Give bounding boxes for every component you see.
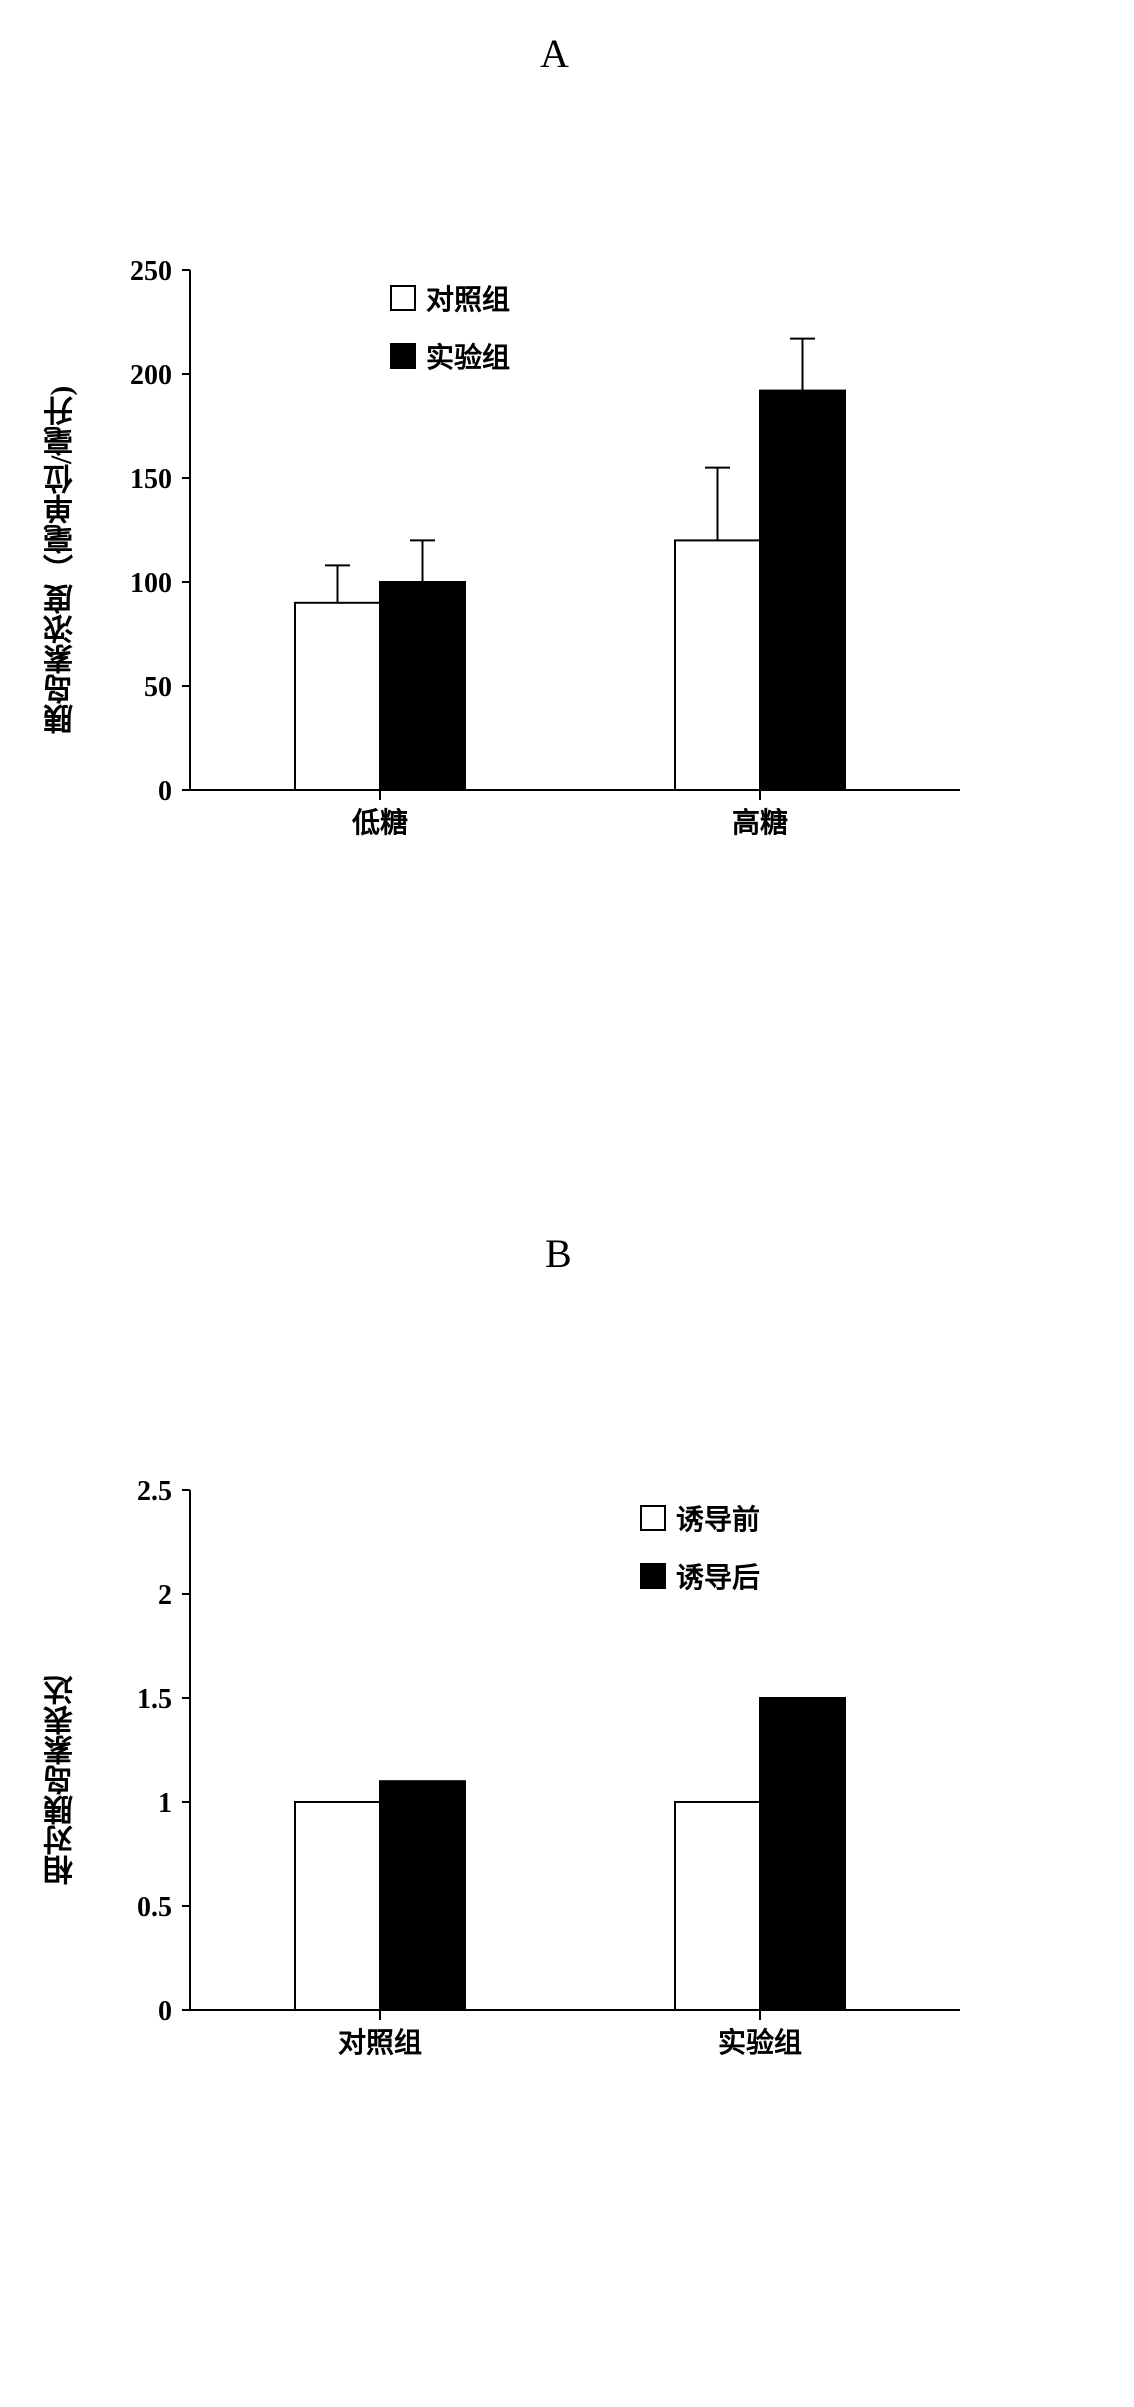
panel-a-label: A bbox=[540, 30, 569, 77]
page: A 胰岛素浓度（毫单位/毫升) 0 50 100 150 200 250 bbox=[0, 0, 1134, 2407]
legend-label: 诱导前 bbox=[676, 1498, 760, 1538]
ytick: 0 bbox=[158, 1996, 172, 2027]
ytick: 50 bbox=[144, 672, 172, 703]
legend-swatch-solid bbox=[390, 343, 416, 369]
chart-b-yticks: 0 0.5 1 1.5 2 2.5 bbox=[137, 1476, 190, 2027]
bar bbox=[295, 1802, 380, 2010]
bar bbox=[675, 1802, 760, 2010]
chart-b-svg: 0 0.5 1 1.5 2 2.5 对照组 实验组 bbox=[100, 1470, 1000, 2090]
ytick: 2.5 bbox=[137, 1476, 172, 1507]
error-bar bbox=[325, 565, 350, 602]
ytick: 150 bbox=[130, 464, 172, 495]
error-bar bbox=[410, 540, 435, 582]
xtick: 实验组 bbox=[718, 2026, 802, 2059]
error-bar bbox=[790, 339, 815, 391]
xtick: 低糖 bbox=[351, 807, 408, 839]
chart-a-legend: 对照组 实验组 bbox=[390, 278, 510, 394]
xtick: 高糖 bbox=[732, 807, 788, 839]
bar bbox=[760, 391, 845, 790]
bar bbox=[675, 540, 760, 790]
ytick: 250 bbox=[130, 256, 172, 287]
legend-swatch-solid bbox=[640, 1563, 666, 1589]
bar bbox=[760, 1698, 845, 2010]
panel-b-label: B bbox=[545, 1230, 572, 1277]
error-bar bbox=[705, 468, 730, 541]
legend-label: 实验组 bbox=[426, 336, 510, 376]
ytick: 100 bbox=[130, 568, 172, 599]
legend-label: 诱导后 bbox=[676, 1556, 760, 1596]
bar bbox=[380, 1781, 465, 2010]
chart-a-ylabel: 胰岛素浓度（毫单位/毫升) bbox=[40, 280, 84, 840]
legend-item: 实验组 bbox=[390, 336, 510, 376]
ytick: 0.5 bbox=[137, 1892, 172, 1923]
chart-b: 相对胰岛素表达 0 0.5 1 1.5 2 2.5 bbox=[100, 1470, 1000, 2090]
chart-a-yticks: 0 50 100 150 200 250 bbox=[130, 256, 190, 807]
bar bbox=[295, 603, 380, 790]
ytick: 1.5 bbox=[137, 1684, 172, 1715]
legend-swatch-open bbox=[640, 1505, 666, 1531]
ytick: 0 bbox=[158, 776, 172, 807]
legend-label: 对照组 bbox=[426, 278, 510, 318]
chart-a: 胰岛素浓度（毫单位/毫升) 0 50 100 150 200 250 bbox=[100, 250, 1000, 870]
xtick: 对照组 bbox=[338, 2027, 422, 2059]
bar bbox=[380, 582, 465, 790]
chart-a-svg: 0 50 100 150 200 250 bbox=[100, 250, 1000, 870]
legend-item: 诱导前 bbox=[640, 1498, 760, 1538]
chart-b-legend: 诱导前 诱导后 bbox=[640, 1498, 760, 1614]
ytick: 1 bbox=[158, 1788, 172, 1819]
chart-b-ylabel: 相对胰岛素表达 bbox=[40, 1590, 84, 1970]
legend-item: 对照组 bbox=[390, 278, 510, 318]
ytick: 200 bbox=[130, 360, 172, 391]
legend-swatch-open bbox=[390, 285, 416, 311]
ytick: 2 bbox=[158, 1580, 172, 1611]
legend-item: 诱导后 bbox=[640, 1556, 760, 1596]
